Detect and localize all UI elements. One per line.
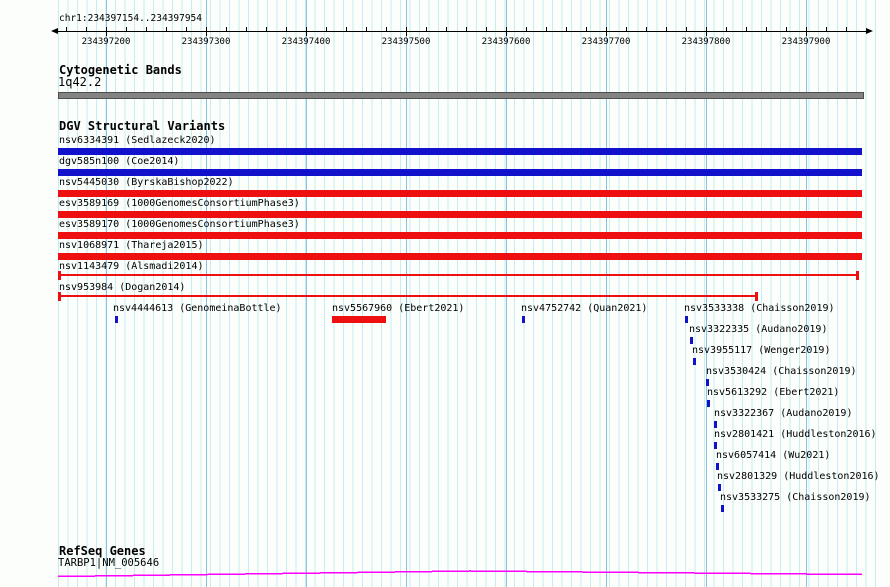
variant-bar[interactable]: [332, 316, 386, 323]
variant-range-line[interactable]: [60, 274, 858, 276]
variant-label[interactable]: nsv3322335 (Audano2019): [689, 325, 827, 335]
ruler-major-tick: [406, 27, 407, 36]
ruler-tick-label: 234397300: [181, 37, 231, 47]
variant-range-left-cap: [58, 271, 61, 280]
variant-label[interactable]: nsv1068971 (Thareja2015): [59, 241, 204, 251]
variant-label[interactable]: nsv3533338 (Chaisson2019): [684, 304, 835, 314]
variant-label[interactable]: nsv2801329 (Huddleston2016): [717, 472, 880, 482]
variant-tick[interactable]: [716, 463, 719, 470]
ruler-major-tick: [706, 27, 707, 36]
variant-range-left-cap: [58, 292, 61, 301]
variant-label[interactable]: nsv5613292 (Ebert2021): [707, 388, 839, 398]
variant-label[interactable]: nsv4444613 (GenomeinaBottle): [113, 304, 282, 314]
variant-tick[interactable]: [718, 484, 721, 491]
ruler-tick-label: 234397700: [581, 37, 631, 47]
variant-tick[interactable]: [706, 379, 709, 386]
ruler-tick-label: 234397500: [381, 37, 431, 47]
variant-tick[interactable]: [714, 442, 717, 449]
variant-range-right-cap: [755, 292, 758, 301]
variant-range-right-cap: [856, 271, 859, 280]
variant-label[interactable]: nsv6057414 (Wu2021): [716, 451, 830, 461]
variant-label[interactable]: nsv953984 (Dogan2014): [59, 283, 185, 293]
track-title-refseq: RefSeq Genes: [59, 545, 146, 557]
gridlines-major: [106, 0, 807, 587]
ruler-right-arrow-icon: [866, 28, 873, 34]
variant-tick[interactable]: [714, 421, 717, 428]
variant-tick[interactable]: [690, 337, 693, 344]
variant-label[interactable]: nsv3533275 (Chaisson2019): [720, 493, 871, 503]
variant-bar[interactable]: [58, 211, 862, 218]
variant-label[interactable]: nsv5567960 (Ebert2021): [332, 304, 464, 314]
genome-browser-view: chr1:234397154..234397954 234397200 2343…: [0, 0, 890, 587]
variant-label[interactable]: nsv5445030 (ByrskaBishop2022): [59, 178, 234, 188]
variant-label[interactable]: dgv585n100 (Coe2014): [59, 157, 179, 167]
variant-tick[interactable]: [707, 400, 710, 407]
variant-label[interactable]: esv3589170 (1000GenomesConsortiumPhase3): [59, 220, 300, 230]
variant-label[interactable]: nsv6334391 (Sedlazeck2020): [59, 136, 216, 146]
variant-label[interactable]: nsv3955117 (Wenger2019): [692, 346, 830, 356]
ruler-major-tick: [106, 27, 107, 36]
ruler-major-tick: [606, 27, 607, 36]
ruler-major-tick: [206, 27, 207, 36]
variant-bar[interactable]: [58, 253, 862, 260]
variant-bar[interactable]: [58, 148, 862, 155]
track-title-dgv: DGV Structural Variants: [59, 120, 225, 132]
ruler-major-tick: [306, 27, 307, 36]
variant-tick[interactable]: [721, 505, 724, 512]
variant-tick[interactable]: [115, 316, 118, 323]
ruler-major-tick: [806, 27, 807, 36]
variant-bar[interactable]: [58, 232, 862, 239]
ruler-axis-line: [58, 31, 866, 32]
ruler-tick-label: 234397400: [281, 37, 331, 47]
ruler-tick-label: 234397600: [481, 37, 531, 47]
ruler-tick-label: 234397900: [781, 37, 831, 47]
ruler-tick-label: 234397800: [681, 37, 731, 47]
band-name: 1q42.2: [58, 76, 101, 88]
variant-label[interactable]: nsv3530424 (Chaisson2019): [706, 367, 857, 377]
gene-intron-line[interactable]: [58, 569, 862, 579]
variant-tick[interactable]: [693, 358, 696, 365]
cytogenetic-band-bar[interactable]: [58, 92, 864, 99]
variant-tick[interactable]: [685, 316, 688, 323]
variant-label[interactable]: nsv4752742 (Quan2021): [521, 304, 647, 314]
ruler-minor-ticks: [58, 27, 862, 31]
variant-label[interactable]: nsv3322367 (Audano2019): [714, 409, 852, 419]
region-coordinates: chr1:234397154..234397954: [59, 13, 202, 24]
variant-label[interactable]: esv3589169 (1000GenomesConsortiumPhase3): [59, 199, 300, 209]
gene-name[interactable]: TARBP1|NM_005646: [58, 558, 159, 569]
variant-bar[interactable]: [58, 169, 862, 176]
ruler-major-tick: [506, 27, 507, 36]
ruler-left-arrow-icon: [51, 28, 58, 34]
ruler-tick-label: 234397200: [81, 37, 131, 47]
variant-label[interactable]: nsv1143479 (Alsmadi2014): [59, 262, 204, 272]
variant-range-line[interactable]: [60, 295, 757, 297]
variant-tick[interactable]: [522, 316, 525, 323]
variant-label[interactable]: nsv2801421 (Huddleston2016): [714, 430, 877, 440]
variant-bar[interactable]: [58, 190, 862, 197]
